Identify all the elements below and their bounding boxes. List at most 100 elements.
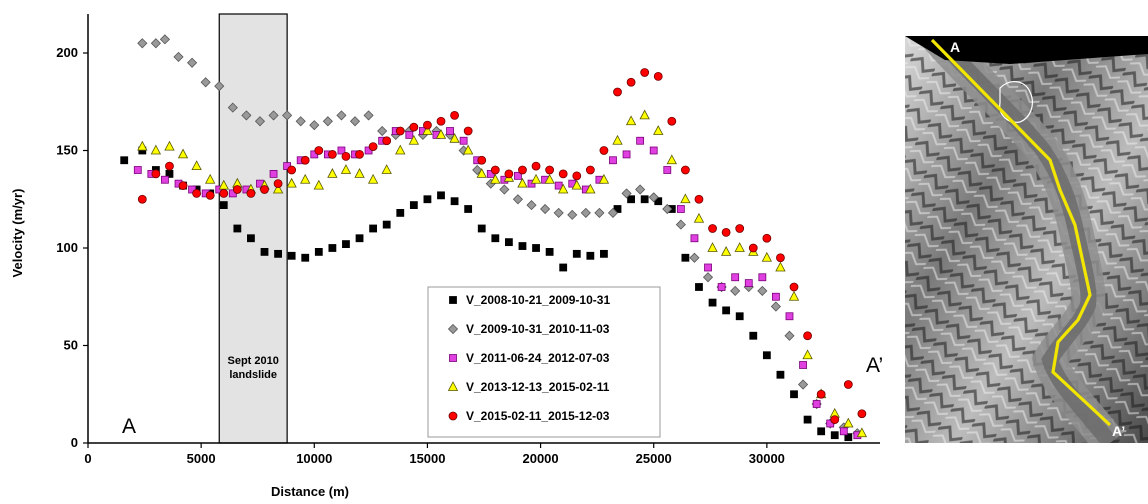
data-point bbox=[785, 312, 794, 321]
data-point bbox=[613, 87, 622, 97]
data-point bbox=[730, 285, 741, 296]
data-point bbox=[137, 194, 147, 204]
data-point bbox=[816, 389, 826, 399]
data-point bbox=[309, 120, 320, 131]
data-point bbox=[757, 285, 768, 296]
data-point bbox=[322, 116, 333, 127]
data-point bbox=[133, 166, 142, 174]
data-point bbox=[355, 234, 364, 243]
data-point bbox=[395, 126, 405, 136]
data-point bbox=[450, 111, 459, 120]
data-point bbox=[790, 390, 798, 399]
data-point bbox=[762, 233, 772, 243]
data-point bbox=[585, 183, 596, 194]
data-point bbox=[490, 173, 501, 184]
data-point bbox=[784, 330, 795, 341]
data-point bbox=[314, 146, 324, 155]
data-point bbox=[621, 188, 632, 199]
data-point bbox=[476, 168, 487, 178]
data-point bbox=[586, 251, 595, 260]
data-point bbox=[260, 185, 269, 194]
data-point bbox=[571, 179, 582, 190]
data-point bbox=[232, 185, 242, 194]
data-point bbox=[409, 201, 418, 210]
legend-label: V_2011-06-24_2012-07-03 bbox=[466, 351, 610, 365]
map-label-top: A bbox=[950, 39, 960, 55]
data-point bbox=[817, 427, 826, 436]
data-point bbox=[269, 169, 278, 178]
data-point bbox=[663, 166, 672, 174]
data-point bbox=[812, 400, 821, 408]
data-point bbox=[626, 77, 636, 87]
data-point bbox=[748, 243, 758, 253]
data-point bbox=[268, 110, 279, 121]
data-point bbox=[762, 351, 771, 360]
data-point bbox=[680, 193, 691, 204]
data-point bbox=[150, 144, 162, 155]
data-point bbox=[336, 110, 347, 121]
data-point bbox=[200, 77, 211, 88]
data-point bbox=[803, 331, 812, 341]
data-point bbox=[381, 164, 392, 174]
legend-box bbox=[427, 286, 661, 438]
data-point bbox=[598, 173, 610, 184]
data-point bbox=[675, 219, 686, 230]
data-point bbox=[640, 195, 649, 204]
data-point bbox=[377, 125, 388, 137]
legend-marker bbox=[447, 323, 459, 335]
data-point bbox=[526, 200, 537, 211]
data-point bbox=[622, 150, 631, 159]
data-point bbox=[272, 183, 284, 194]
end-label: A’ bbox=[866, 354, 883, 377]
map-nodata-corner bbox=[905, 36, 1148, 64]
x-tick-label: 0 bbox=[84, 451, 91, 466]
map-label-bottom: A’ bbox=[1112, 423, 1125, 439]
data-point bbox=[802, 349, 813, 360]
data-point bbox=[681, 253, 690, 262]
data-point bbox=[518, 242, 527, 250]
data-point bbox=[450, 197, 459, 206]
data-point bbox=[219, 188, 229, 198]
data-point bbox=[300, 155, 310, 165]
x-tick-label: 30000 bbox=[749, 451, 785, 466]
data-point bbox=[499, 184, 510, 195]
x-tick-label: 5000 bbox=[187, 451, 216, 466]
data-point bbox=[205, 173, 216, 184]
data-point bbox=[313, 179, 324, 190]
data-point bbox=[349, 116, 361, 127]
data-point bbox=[363, 110, 374, 121]
data-point bbox=[287, 165, 297, 175]
data-point bbox=[625, 115, 637, 126]
data-point bbox=[120, 156, 129, 165]
data-point bbox=[254, 116, 266, 127]
data-point bbox=[693, 212, 705, 223]
data-point bbox=[635, 184, 646, 195]
data-point bbox=[328, 244, 337, 252]
series-layer bbox=[120, 34, 868, 442]
legend-marker bbox=[449, 296, 457, 304]
data-point bbox=[545, 165, 555, 175]
data-point bbox=[594, 207, 605, 218]
data-point bbox=[241, 110, 252, 121]
data-point bbox=[150, 38, 161, 49]
landslide-outline bbox=[999, 81, 1033, 123]
data-point bbox=[205, 190, 215, 200]
data-point bbox=[844, 433, 853, 442]
data-point bbox=[422, 125, 433, 135]
data-point bbox=[137, 38, 148, 49]
data-point bbox=[653, 125, 664, 135]
data-point bbox=[396, 208, 405, 217]
data-point bbox=[544, 173, 555, 184]
data-point bbox=[758, 273, 767, 282]
data-point bbox=[695, 283, 703, 291]
data-point bbox=[368, 142, 378, 152]
data-point bbox=[799, 361, 807, 369]
data-point bbox=[640, 68, 650, 77]
data-point bbox=[532, 244, 540, 252]
data-point bbox=[559, 263, 568, 272]
legend-label: V_2008-10-21_2009-10-31 bbox=[466, 293, 610, 307]
data-point bbox=[639, 109, 650, 120]
data-point bbox=[405, 130, 414, 139]
data-point bbox=[636, 136, 645, 145]
